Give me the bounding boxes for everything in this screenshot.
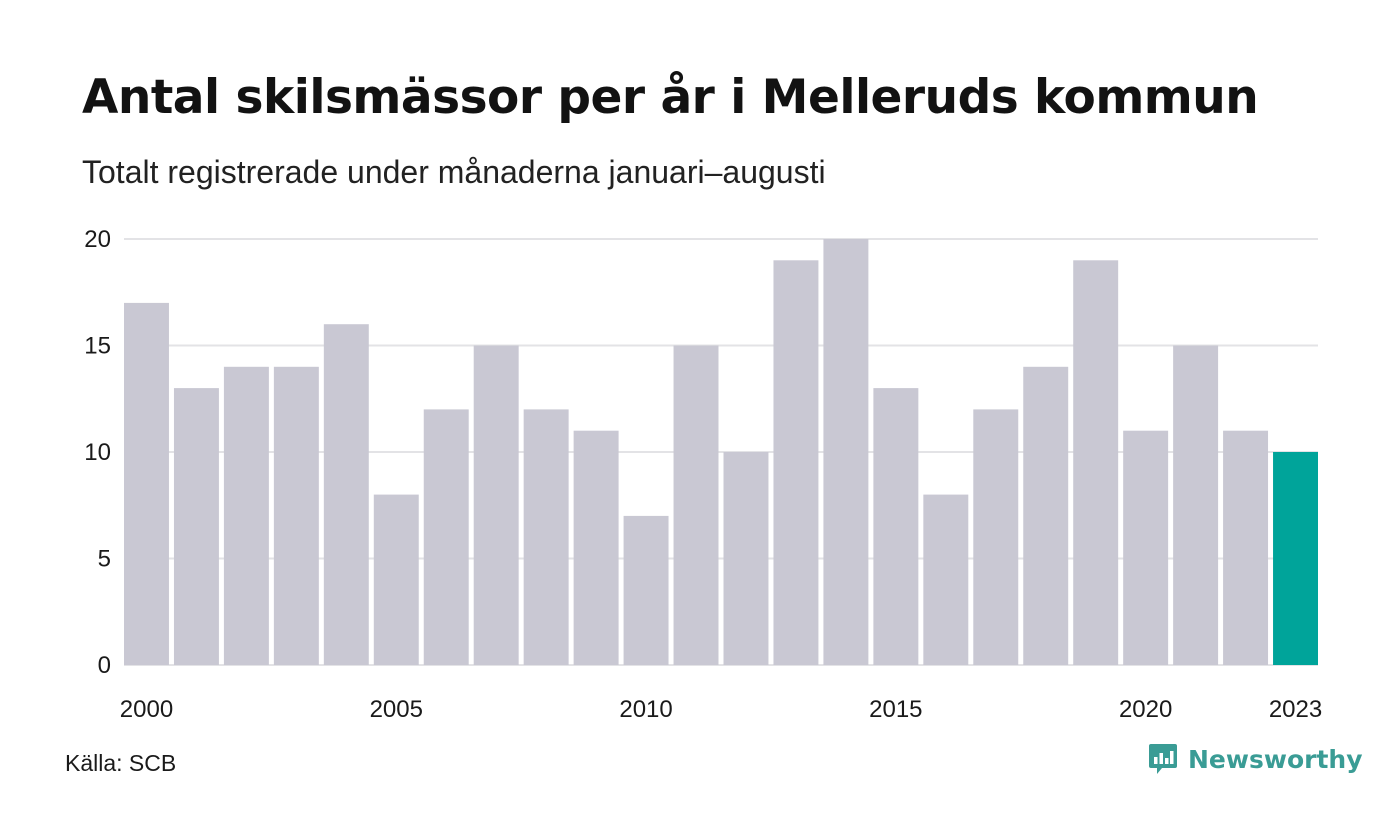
x-tick-label: 2023 [1269, 696, 1322, 723]
x-tick-label: 2005 [370, 696, 423, 723]
bar-2005 [373, 494, 419, 665]
bar-2009 [573, 430, 619, 665]
y-tick-label: 20 [84, 226, 111, 253]
bar-2011 [673, 345, 719, 665]
bar-2015 [873, 388, 919, 665]
bar-2018 [1023, 366, 1069, 665]
y-tick-label: 15 [84, 333, 111, 360]
bar-2021 [1173, 345, 1219, 665]
bar-2008 [523, 409, 569, 665]
source-note: Källa: SCB [65, 750, 177, 776]
bar-2014 [823, 239, 869, 665]
grid-lines [124, 238, 1318, 666]
x-tick-label: 2000 [120, 696, 173, 723]
bar-2010 [623, 515, 669, 665]
bar-2019 [1073, 260, 1119, 665]
x-tick-label: 2010 [619, 696, 672, 723]
y-tick-label: 10 [84, 439, 111, 466]
brand: Newsworthy [1148, 742, 1363, 776]
bar-2000 [124, 302, 169, 665]
y-tick-label: 5 [98, 546, 111, 573]
bar-2003 [273, 366, 319, 665]
bar-chart: 0 5 10 15 20 2000 2005 2010 2015 2020 2023 [84, 226, 1322, 723]
bar-2013 [773, 260, 819, 665]
newsworthy-logo-icon [1149, 744, 1177, 774]
bar-2002 [223, 366, 269, 665]
bar-2020 [1123, 430, 1169, 665]
y-axis-ticks: 0 5 10 15 20 [84, 226, 111, 679]
x-tick-label: 2020 [1119, 696, 1172, 723]
bar-2017 [973, 409, 1019, 665]
bar-2001 [173, 388, 219, 665]
chart-title: Antal skilsmässor per år i Melleruds kom… [82, 70, 1259, 125]
bar-2004 [323, 324, 369, 665]
x-axis-ticks: 2000 2005 2010 2015 2020 2023 [120, 696, 1322, 723]
bar-2012 [723, 452, 769, 665]
chart-subtitle: Totalt registrerade under månaderna janu… [82, 154, 826, 190]
bar-2022 [1223, 430, 1269, 665]
bar-2016 [923, 494, 969, 665]
bars [124, 239, 1318, 665]
x-tick-label: 2015 [869, 696, 922, 723]
bar-2007 [473, 345, 519, 665]
y-tick-label: 0 [98, 652, 111, 679]
brand-name: Newsworthy [1188, 744, 1363, 774]
bar-2023 [1273, 452, 1318, 665]
bar-2006 [423, 409, 469, 665]
